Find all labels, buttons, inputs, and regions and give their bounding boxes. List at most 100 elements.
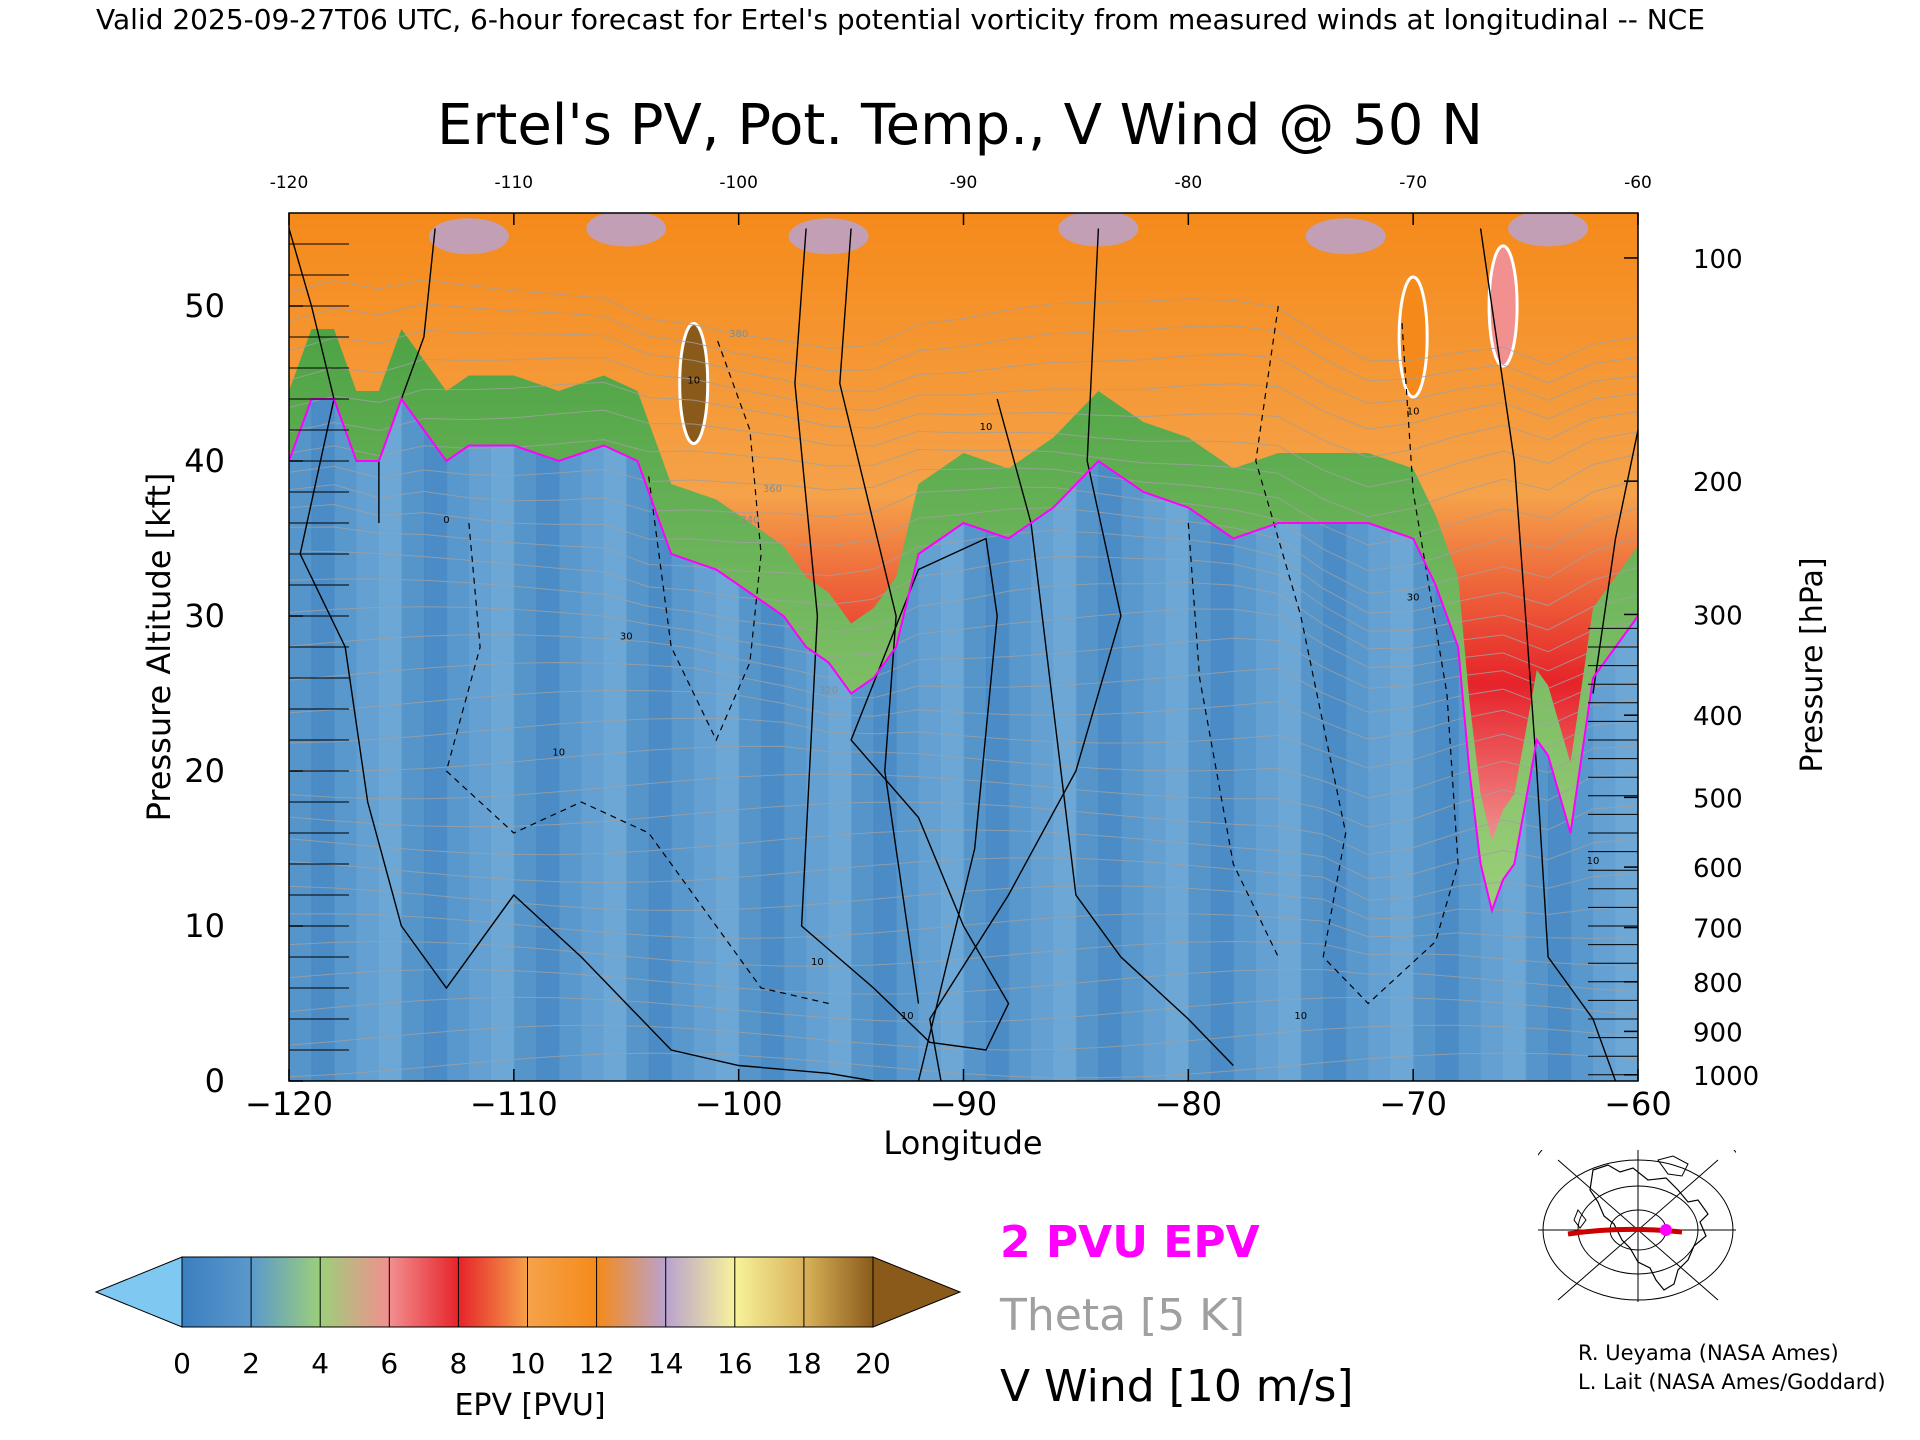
legend-theta: Theta [5 K]: [999, 1290, 1245, 1341]
colorbar-segment: [803, 1257, 874, 1327]
colorbar-tick-label: 10: [510, 1347, 546, 1380]
upper-patch: [1508, 213, 1589, 247]
pv-peak: [678, 322, 710, 445]
theta-contour: [289, 329, 1638, 405]
colorbar-high-arrow: [872, 1256, 962, 1328]
theta-contour: [289, 526, 1638, 614]
colorbar-tick-label: 0: [173, 1347, 191, 1380]
v-wind-contour: [1592, 429, 1638, 694]
axes: −120 -120 −110 -110 −100 -100 −90 -90 −80 -80 −70 -…: [184, 173, 1759, 1123]
theta-contour: [289, 996, 1638, 1023]
colorbar-segment: [182, 1257, 252, 1327]
contour-labels: 0 30 10 10 10 10 30 10 10 10 10 320 340 360 380: [443, 329, 1599, 1022]
pressure-tick-label: 700: [1693, 915, 1743, 945]
colorbar-label: EPV [PVU]: [454, 1388, 605, 1423]
inset-marker: [1660, 1224, 1672, 1236]
x-tick-label: −80: [1155, 1085, 1223, 1123]
theta-contour: [289, 801, 1638, 855]
upper-patch: [1305, 218, 1386, 255]
theta-contour: [289, 857, 1638, 901]
y-tick-label: 20: [184, 752, 225, 790]
colorbar-tick-label: 6: [380, 1347, 398, 1380]
v-wind-contour-negative: [445, 522, 829, 1005]
pressure-tick-label: 100: [1693, 245, 1743, 275]
theta-contour-label: 380: [729, 329, 748, 340]
y-tick-label: 50: [184, 287, 225, 325]
v-wind-contour-label: 10: [552, 748, 565, 759]
credit-line-2: L. Lait (NASA Ames/Goddard): [1578, 1370, 1886, 1394]
v-wind-contour-negative: [1187, 522, 1279, 958]
legend-pv: 2 PVU EPV: [1000, 1217, 1260, 1268]
credit-line-1: R. Ueyama (NASA Ames): [1578, 1341, 1839, 1365]
pressure-tick-label: 900: [1693, 1018, 1743, 1048]
upper-patch: [428, 218, 509, 255]
upper-patch: [788, 218, 869, 255]
x-top-tick-label: -90: [950, 173, 978, 193]
valid-time-header: Valid 2025-09-27T06 UTC, 6-hour forecast…: [96, 3, 1705, 36]
theta-contour: [289, 409, 1638, 488]
y2-axis-label: Pressure [hPa]: [1795, 557, 1830, 772]
x-top-tick-label: -110: [495, 173, 534, 193]
theta-contours: [289, 279, 1638, 1079]
legend-wind: V Wind [10 m/s]: [1000, 1361, 1354, 1412]
theta-contour: [289, 1024, 1638, 1051]
theta-contour: [289, 578, 1638, 653]
theta-contour-label: 340: [740, 515, 759, 526]
colorbar-tick-label: 14: [648, 1347, 684, 1380]
v-wind-contour: [794, 228, 1010, 1081]
v-wind-contours: [289, 228, 1638, 1081]
theta-contour: [289, 829, 1638, 880]
y-tick-label: 0: [205, 1062, 225, 1100]
x-top-tick-label: -70: [1399, 173, 1427, 193]
theta-contour: [289, 968, 1638, 995]
v-wind-contour-label: 10: [687, 376, 700, 387]
x-axis-label: Longitude: [883, 1124, 1042, 1162]
colorbar-low-arrow: [94, 1256, 183, 1328]
theta-contour: [289, 484, 1638, 572]
colorbar-tick-label: 4: [311, 1347, 329, 1380]
theta-contour: [289, 885, 1638, 920]
theta-contour: [289, 634, 1638, 690]
colorbar-tick-label: 20: [855, 1347, 891, 1380]
theta-contour: [289, 303, 1638, 384]
v-wind-contour-label: 30: [1407, 593, 1420, 604]
v-wind-contour: [839, 228, 920, 1004]
theta-contour-label: 360: [763, 484, 782, 495]
v-wind-contour-label: 10: [1587, 856, 1600, 867]
x-tick-label: −70: [1379, 1085, 1447, 1123]
x-tick-label: −110: [470, 1085, 558, 1123]
y-axis-label: Pressure Altitude [kft]: [140, 473, 178, 822]
pressure-tick-label: 800: [1693, 969, 1743, 999]
pressure-tick-label: 1000: [1693, 1062, 1759, 1092]
upper-patch: [586, 213, 667, 247]
v-wind-contour-label: 10: [1294, 1011, 1307, 1022]
theta-contour: [289, 279, 1638, 366]
v-wind-contour-negative: [1255, 305, 1459, 1005]
colorbar-tick-label: 2: [242, 1347, 260, 1380]
stratosphere-band: [289, 213, 1638, 841]
x-top-tick-label: -120: [270, 173, 309, 193]
v-wind-contour-label: 10: [980, 422, 993, 433]
x-tick-label: −120: [245, 1085, 333, 1123]
theta-contour: [289, 717, 1638, 769]
colorbar-segment: [665, 1257, 736, 1327]
x-top-tick-label: -80: [1174, 173, 1202, 193]
colorbar-segment: [527, 1257, 598, 1327]
colorbar: 0 2 4 6 8 10 12 14 16 18 20: [94, 1256, 962, 1380]
colorbar-tick-label: 18: [786, 1347, 822, 1380]
v-wind-contour-label: 10: [901, 1011, 914, 1022]
v-wind-contour-label: 10: [1407, 407, 1420, 418]
tropo-streak: [401, 213, 425, 1081]
theta-contour: [289, 690, 1638, 740]
y-tick-label: 40: [184, 442, 225, 480]
plot-area: 0 30 10 10 10 10 30 10 10 10 10 320 340 360 380: [289, 213, 1638, 1081]
theta-contour: [289, 606, 1638, 672]
pressure-tick-label: 300: [1693, 601, 1743, 631]
theta-contour: [289, 940, 1638, 967]
theta-contour: [289, 773, 1638, 828]
x-tick-label: −100: [695, 1085, 783, 1123]
colorbar-segment: [389, 1257, 459, 1327]
colorbar-segment: [734, 1257, 805, 1327]
x-tick-label: −90: [930, 1085, 998, 1123]
